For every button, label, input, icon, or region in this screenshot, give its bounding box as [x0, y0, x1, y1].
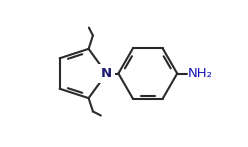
Text: NH₂: NH₂	[188, 67, 213, 80]
Text: N: N	[101, 67, 112, 80]
